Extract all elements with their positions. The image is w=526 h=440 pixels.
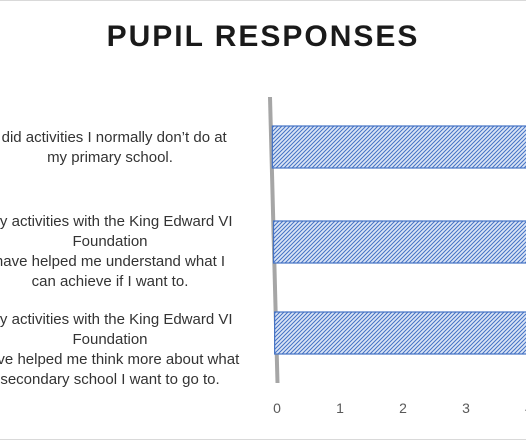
bar-1	[271, 125, 526, 169]
x-tick-label-3: 3	[462, 400, 470, 416]
x-tick-label-2: 2	[399, 400, 407, 416]
category-label-2: My activities with the King Edward VI Fo…	[0, 213, 233, 290]
bar-2	[272, 220, 526, 264]
chart-title: PUPIL RESPONSES	[106, 20, 420, 53]
category-label-1: I did activities I normally don’t do at …	[1, 129, 227, 166]
x-tick-label-1: 1	[336, 400, 344, 416]
x-tick-label-0: 0	[273, 400, 281, 416]
bar-3	[274, 311, 526, 355]
category-label-3: My activities with the King Edward VI Fo…	[0, 311, 240, 388]
